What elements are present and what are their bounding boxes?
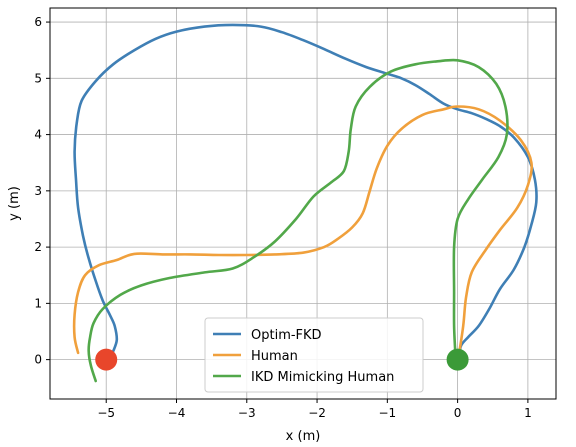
- y-tick-label: 0: [34, 353, 42, 367]
- y-tick-label: 1: [34, 296, 42, 310]
- y-axis-label: y (m): [7, 186, 22, 221]
- x-tick-label: −3: [238, 406, 256, 420]
- legend: Optim-FKD Human IKD Mimicking Human: [204, 317, 424, 393]
- y-tick-label: 2: [34, 240, 42, 254]
- series-line-optim-fkd: [73, 23, 538, 360]
- x-tick-label: 1: [524, 406, 532, 420]
- series-line-human: [72, 105, 533, 356]
- legend-entry-ikd-mimicking-human: IKD Mimicking Human: [251, 370, 394, 385]
- x-axis-label: x (m): [286, 429, 321, 444]
- y-tick-label: 6: [34, 15, 42, 29]
- series-layer: [72, 23, 538, 383]
- x-tick-label: −5: [97, 406, 115, 420]
- grid: [50, 8, 556, 399]
- y-tick-label: 5: [34, 71, 42, 85]
- red-endpoint-marker: [95, 348, 118, 371]
- legend-box: [204, 317, 424, 393]
- green-endpoint-marker: [446, 348, 469, 371]
- series-line-ikd-mimicking-human: [87, 58, 509, 383]
- y-tick-label: 4: [34, 128, 42, 142]
- legend-entry-optim-fkd: Optim-FKD: [251, 328, 322, 343]
- marker-layer: [95, 348, 469, 371]
- x-tick-label: −2: [308, 406, 326, 420]
- legend-entry-human: Human: [251, 349, 298, 364]
- x-tick-label: −1: [378, 406, 396, 420]
- plot-frame: [49, 7, 557, 400]
- x-tick-label: −4: [168, 406, 186, 420]
- ticks: −5 −4 −3 −2 −1 0 1 0 1 2 3 4 5 6: [34, 15, 531, 420]
- x-tick-label: 0: [454, 406, 462, 420]
- y-tick-label: 3: [34, 184, 42, 198]
